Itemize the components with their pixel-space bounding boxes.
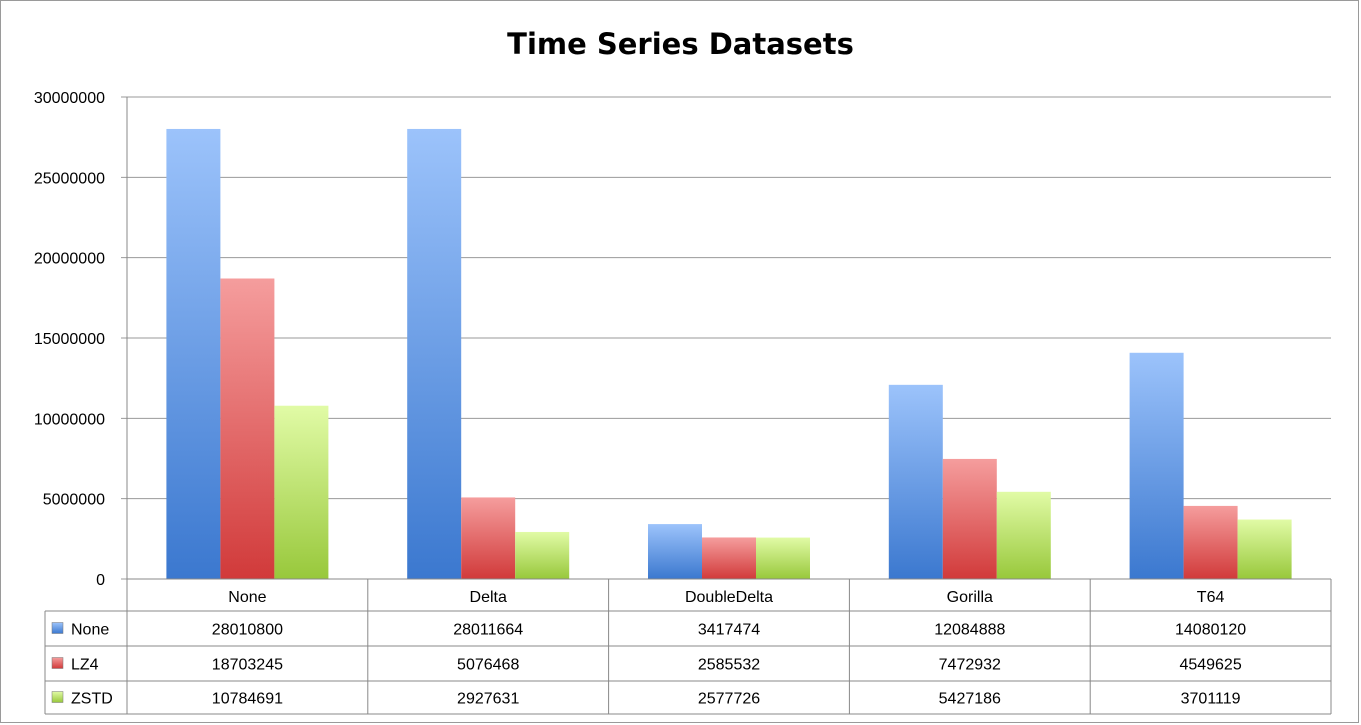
y-tick-label: 0 [96, 572, 105, 589]
data-table-cell: 4549625 [1179, 657, 1241, 674]
y-tick-label: 5000000 [43, 492, 105, 509]
data-table-cell: 3701119 [1181, 691, 1241, 708]
bar-zstd-doubledelta [756, 537, 810, 579]
bar-zstd-none [274, 405, 329, 579]
legend-label: LZ4 [71, 657, 99, 674]
bar-zstd-t64 [1237, 519, 1292, 579]
bar-none-delta [407, 128, 462, 580]
y-tick-label: 15000000 [34, 331, 105, 348]
bar-none-doubledelta [648, 524, 702, 579]
y-tick-label: 20000000 [34, 251, 105, 268]
data-table-cell: 7472932 [939, 657, 1001, 674]
legend-key-zstd [51, 691, 64, 703]
y-tick-label: 25000000 [34, 170, 105, 187]
bar-none-t64 [1129, 352, 1184, 579]
bar-lz4-none [220, 278, 275, 579]
legend-label: None [71, 622, 109, 639]
data-table-cell: 18703245 [212, 657, 283, 674]
data-table-cell: 5076468 [457, 657, 519, 674]
data-table-cell: 14080120 [1175, 622, 1246, 639]
data-table-cell: 28010800 [212, 622, 283, 639]
legend-key-lz4 [51, 657, 64, 669]
chart-title: Time Series Datasets [507, 27, 854, 61]
bar-lz4-delta [461, 497, 516, 579]
x-category-label: T64 [1197, 589, 1225, 606]
bar-none-gorilla [888, 384, 943, 579]
x-category-label: Delta [470, 589, 507, 606]
bar-lz4-gorilla [942, 458, 997, 579]
y-tick-label: 30000000 [34, 90, 105, 107]
data-table-cell: 2577726 [698, 691, 760, 708]
data-table-cell: 2927631 [457, 691, 519, 708]
data-table-cell: 10784691 [212, 691, 283, 708]
bar-zstd-gorilla [996, 491, 1051, 579]
data-table-cell: 5427186 [939, 691, 1001, 708]
data-table-cell: 28011664 [453, 622, 523, 639]
data-table-cell: 3417474 [698, 622, 760, 639]
legend-label: ZSTD [71, 691, 113, 708]
data-table-cell: 2585532 [698, 657, 760, 674]
bar-zstd-delta [515, 531, 570, 579]
x-category-label: None [228, 589, 266, 606]
bar-lz4-doubledelta [702, 537, 756, 579]
x-category-label: DoubleDelta [685, 589, 773, 606]
legend-key-none [51, 622, 64, 634]
bar-lz4-t64 [1183, 505, 1238, 579]
y-tick-label: 10000000 [34, 411, 105, 428]
bar-none-none [166, 128, 221, 579]
x-category-label: Gorilla [947, 589, 993, 606]
data-table-cell: 12084888 [934, 622, 1005, 639]
